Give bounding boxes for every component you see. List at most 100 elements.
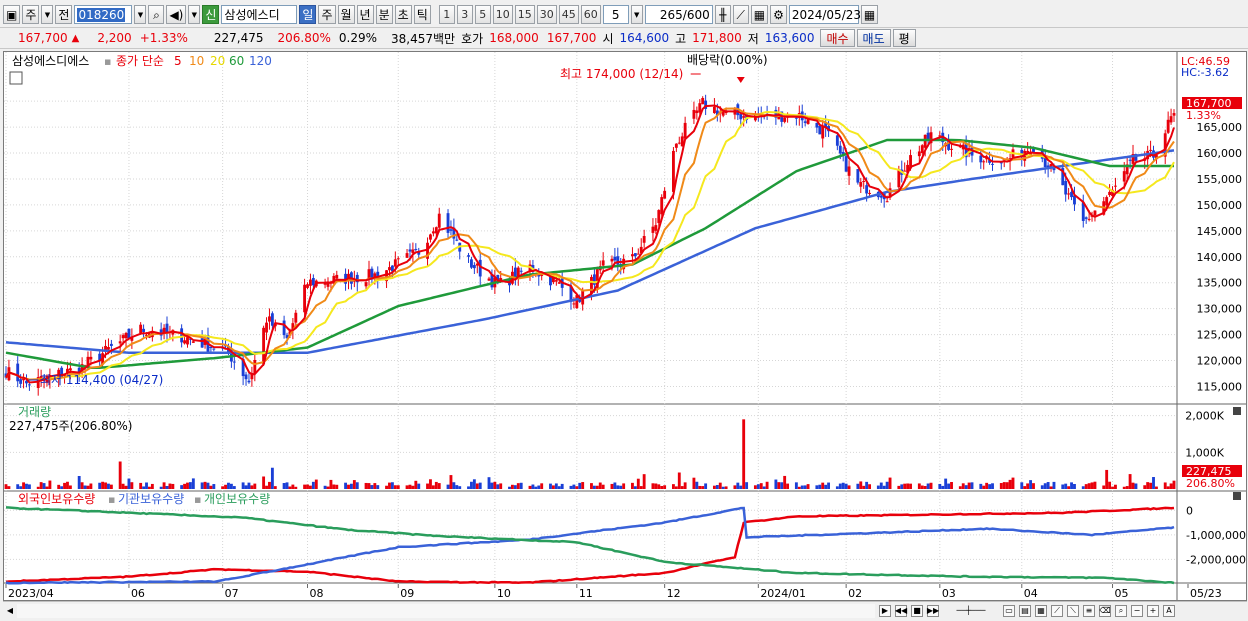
sell-button[interactable]: 매도 bbox=[856, 29, 891, 47]
window-menu-icon[interactable]: ▣ bbox=[3, 5, 21, 24]
scroll-right-icon[interactable]: ▶ bbox=[879, 604, 891, 617]
candle-body bbox=[844, 156, 848, 172]
candle-body bbox=[1155, 155, 1158, 160]
line-tool-icon[interactable]: ⟋ bbox=[1051, 604, 1063, 617]
settings-gear-icon[interactable]: ⚙ bbox=[770, 5, 787, 24]
fibo-tool-icon[interactable]: ≡ bbox=[1083, 604, 1095, 617]
candle-body bbox=[142, 328, 146, 332]
volume-bar bbox=[1090, 482, 1094, 489]
volume-bar bbox=[268, 481, 271, 489]
volume-bar bbox=[66, 481, 69, 489]
volume-bar bbox=[929, 482, 933, 489]
zoom-icon[interactable]: ⌕ bbox=[1115, 604, 1127, 617]
calendar-icon[interactable]: ▦ bbox=[860, 5, 879, 24]
volume-bar bbox=[367, 483, 371, 489]
text-tool-icon[interactable]: A bbox=[1163, 604, 1175, 617]
volume-bar bbox=[601, 484, 605, 489]
minus-icon[interactable]: − bbox=[1131, 604, 1143, 617]
plus-icon[interactable]: + bbox=[1147, 604, 1159, 617]
period-tab-day[interactable]: 일 bbox=[299, 5, 317, 24]
code-dropdown-icon[interactable]: ▼ bbox=[134, 5, 147, 24]
stock-chart[interactable]: 115,000 120,000 125,000 130,000 135,000 140,0… bbox=[4, 52, 1246, 600]
volume-bar bbox=[227, 482, 230, 489]
interval-10[interactable]: 10 bbox=[492, 5, 513, 24]
legend-ma10[interactable]: 10 bbox=[189, 54, 204, 68]
candle-body bbox=[999, 162, 1003, 164]
rewind-icon[interactable]: ◀◀ bbox=[894, 604, 908, 617]
volume-bar bbox=[1023, 486, 1027, 489]
period-tab-second[interactable]: 초 bbox=[394, 5, 412, 24]
interval-input[interactable]: 5 bbox=[602, 5, 629, 24]
view-count-field[interactable]: 265/600 bbox=[644, 5, 713, 24]
volume-bar bbox=[657, 484, 661, 489]
candle-body bbox=[1114, 185, 1117, 187]
compare-icon[interactable]: ▦ bbox=[750, 5, 769, 24]
volume-bar bbox=[554, 483, 558, 489]
volume-tick-label: 2,000K bbox=[1185, 410, 1224, 423]
period-tab-tick[interactable]: 틱 bbox=[413, 5, 431, 24]
speaker-icon[interactable]: ◀) bbox=[166, 5, 187, 24]
period-select[interactable]: 주 bbox=[22, 5, 40, 24]
chart-area[interactable]: 115,000 120,000 125,000 130,000 135,000 140,0… bbox=[3, 51, 1247, 601]
table-toggle-icon[interactable] bbox=[9, 71, 23, 85]
legend-ma20[interactable]: 20 bbox=[210, 54, 225, 68]
new-badge[interactable]: 신 bbox=[202, 5, 220, 24]
interval-5[interactable]: 5 bbox=[474, 5, 491, 24]
interval-dropdown-icon[interactable]: ▼ bbox=[630, 5, 643, 24]
fast-forward-icon[interactable]: ▶▶ bbox=[926, 604, 940, 617]
time-tick-label: 07 bbox=[225, 587, 239, 600]
volume-panel-close-icon[interactable] bbox=[1233, 407, 1241, 415]
interval-30[interactable]: 30 bbox=[536, 5, 557, 24]
period-dropdown-icon[interactable]: ▼ bbox=[41, 5, 54, 24]
interval-60[interactable]: 60 bbox=[580, 5, 601, 24]
grid-icon[interactable]: ▦ bbox=[1035, 604, 1047, 617]
period-tab-month[interactable]: 월 bbox=[337, 5, 355, 24]
prev-button[interactable]: 전 bbox=[55, 5, 73, 24]
period-tab-minute[interactable]: 분 bbox=[375, 5, 393, 24]
volume-bar bbox=[77, 476, 81, 489]
trend-tool-icon[interactable]: ⟍ bbox=[1067, 604, 1079, 617]
volume-bar bbox=[25, 483, 28, 489]
holding-tick-label: -1,000,000 bbox=[1186, 529, 1246, 542]
scroll-left-icon[interactable]: ◀ bbox=[6, 606, 14, 615]
date-input[interactable]: 2024/05/23 bbox=[788, 5, 861, 24]
legend-ma60[interactable]: 60 bbox=[229, 54, 244, 68]
candle-body bbox=[979, 155, 983, 163]
stop-icon[interactable]: ■ bbox=[911, 604, 923, 617]
interval-1[interactable]: 1 bbox=[438, 5, 455, 24]
interval-45[interactable]: 45 bbox=[558, 5, 579, 24]
eraser-icon[interactable]: ⌫ bbox=[1099, 604, 1111, 617]
period-tab-week[interactable]: 주 bbox=[318, 5, 336, 24]
volume-bar bbox=[376, 485, 380, 489]
volume-bar bbox=[426, 483, 429, 489]
candle-body bbox=[513, 267, 517, 280]
chart-scrollbar[interactable]: ◀ ▶ ◀◀ ■ ▶▶ ──┼─── ▭ ▤ ▦ ⟋ ⟍ ≡ ⌫ ⌕ − + A bbox=[3, 601, 1247, 619]
buy-button[interactable]: 매수 bbox=[820, 29, 855, 47]
candle-type-icon[interactable]: ╫ bbox=[714, 5, 731, 24]
candle-body bbox=[815, 122, 819, 128]
volume-bar bbox=[622, 483, 626, 489]
holding-panel-close-icon[interactable] bbox=[1233, 492, 1241, 500]
speaker-dropdown-icon[interactable]: ▼ bbox=[188, 5, 201, 24]
interval-15[interactable]: 15 bbox=[514, 5, 535, 24]
interval-3[interactable]: 3 bbox=[456, 5, 473, 24]
stock-code-input[interactable]: 018260 bbox=[74, 5, 133, 24]
legend-ma5[interactable]: 5 bbox=[174, 54, 182, 68]
scroll-track[interactable] bbox=[17, 603, 875, 618]
candle-body bbox=[1108, 191, 1112, 196]
view-count: 265 bbox=[659, 7, 683, 22]
legend-ma120[interactable]: 120 bbox=[249, 54, 272, 68]
split-icon[interactable]: ▤ bbox=[1019, 604, 1031, 617]
volume-bar bbox=[1081, 486, 1085, 489]
layout-icon[interactable]: ▭ bbox=[1003, 604, 1015, 617]
volume-bar bbox=[1093, 481, 1097, 489]
draw-tool-icon[interactable]: ⟋ bbox=[732, 5, 749, 24]
candle-body bbox=[124, 333, 128, 339]
volume-bar bbox=[680, 486, 684, 489]
eval-button[interactable]: 평 bbox=[892, 29, 916, 47]
dividend-label: 배당락(0.00%) bbox=[687, 53, 768, 67]
zoom-slider[interactable]: ──┼─── bbox=[956, 606, 986, 615]
candle-body bbox=[1073, 195, 1076, 205]
search-icon[interactable]: ⌕ bbox=[148, 5, 165, 24]
period-tab-year[interactable]: 년 bbox=[356, 5, 374, 24]
